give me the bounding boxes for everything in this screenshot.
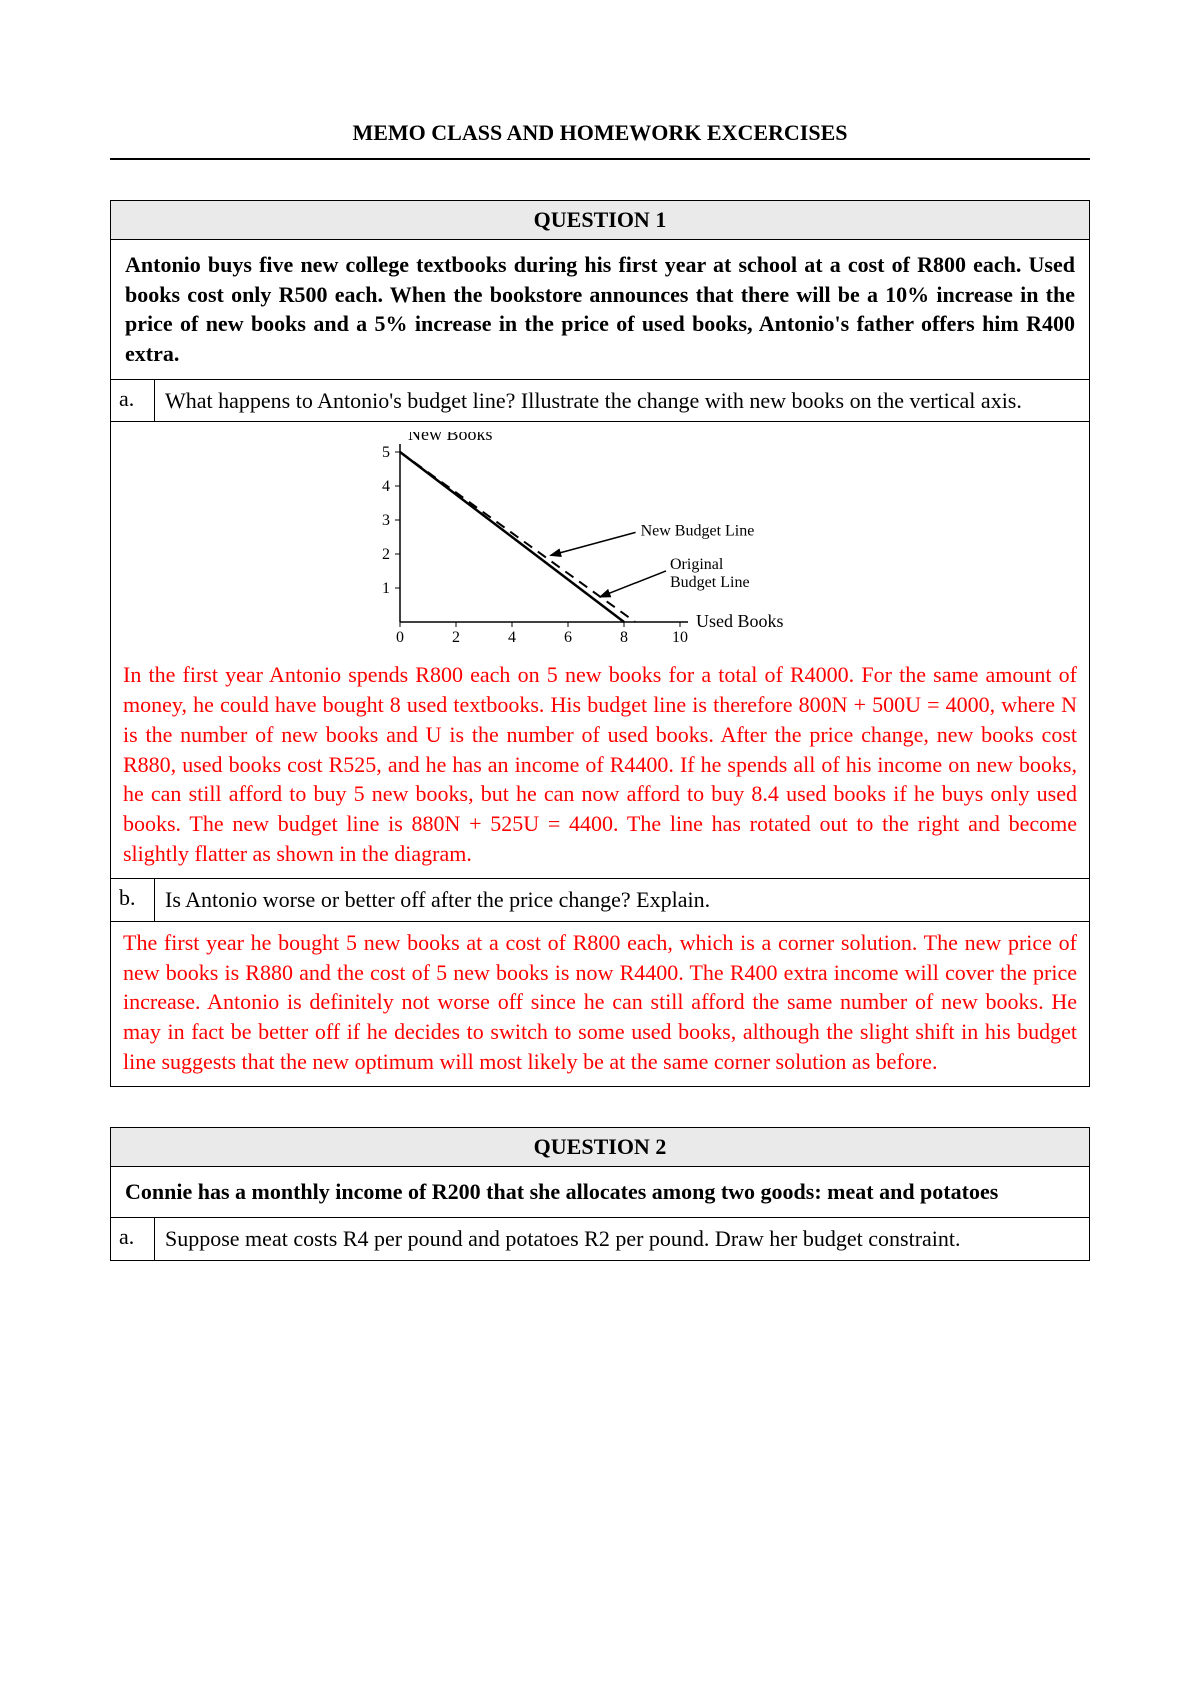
q1-b-label: b.: [111, 879, 155, 921]
q1-a-label: a.: [111, 380, 155, 422]
svg-text:6: 6: [564, 629, 572, 646]
q1-a-text: What happens to Antonio's budget line? I…: [155, 380, 1089, 422]
q1-chart-wrap: 024681012345New BooksUsed BooksNew Budge…: [123, 428, 1077, 660]
q2-part-a-row: a. Suppose meat costs R4 per pound and p…: [111, 1218, 1089, 1260]
svg-text:Used Books: Used Books: [696, 611, 784, 631]
svg-text:New Budget Line: New Budget Line: [641, 523, 755, 540]
svg-text:Original: Original: [670, 556, 724, 573]
q1-part-a-row: a. What happens to Antonio's budget line…: [111, 380, 1089, 423]
svg-text:2: 2: [452, 629, 460, 646]
svg-text:New Books: New Books: [408, 432, 493, 444]
svg-text:Budget Line: Budget Line: [670, 574, 750, 591]
svg-text:4: 4: [382, 478, 390, 495]
svg-text:1: 1: [382, 580, 390, 597]
q2-heading: QUESTION 2: [111, 1128, 1089, 1167]
q1-b-answer: The first year he bought 5 new books at …: [123, 928, 1077, 1076]
q1-b-text: Is Antonio worse or better off after the…: [155, 879, 1089, 921]
question-2-box: QUESTION 2 Connie has a monthly income o…: [110, 1127, 1090, 1260]
svg-text:5: 5: [382, 444, 390, 461]
question-1-box: QUESTION 1 Antonio buys five new college…: [110, 200, 1090, 1087]
budget-line-chart: 024681012345New BooksUsed BooksNew Budge…: [340, 432, 860, 652]
svg-text:10: 10: [672, 629, 688, 646]
q2-a-text: Suppose meat costs R4 per pound and pota…: [155, 1218, 1089, 1260]
q1-heading: QUESTION 1: [111, 201, 1089, 240]
document-title: MEMO CLASS AND HOMEWORK EXCERCISES: [110, 120, 1090, 146]
q1-part-b-row: b. Is Antonio worse or better off after …: [111, 879, 1089, 922]
q1-a-answer: In the first year Antonio spends R800 ea…: [123, 660, 1077, 868]
q1-b-answer-cell: The first year he bought 5 new books at …: [111, 922, 1089, 1086]
svg-text:3: 3: [382, 512, 390, 529]
svg-text:2: 2: [382, 546, 390, 563]
svg-text:4: 4: [508, 629, 516, 646]
q2-a-label: a.: [111, 1218, 155, 1260]
q1-a-answer-cell: 024681012345New BooksUsed BooksNew Budge…: [111, 422, 1089, 879]
q1-intro: Antonio buys five new college textbooks …: [111, 240, 1089, 380]
svg-text:0: 0: [396, 629, 404, 646]
title-rule: [110, 158, 1090, 160]
svg-text:8: 8: [620, 629, 628, 646]
q2-intro: Connie has a monthly income of R200 that…: [111, 1167, 1089, 1218]
